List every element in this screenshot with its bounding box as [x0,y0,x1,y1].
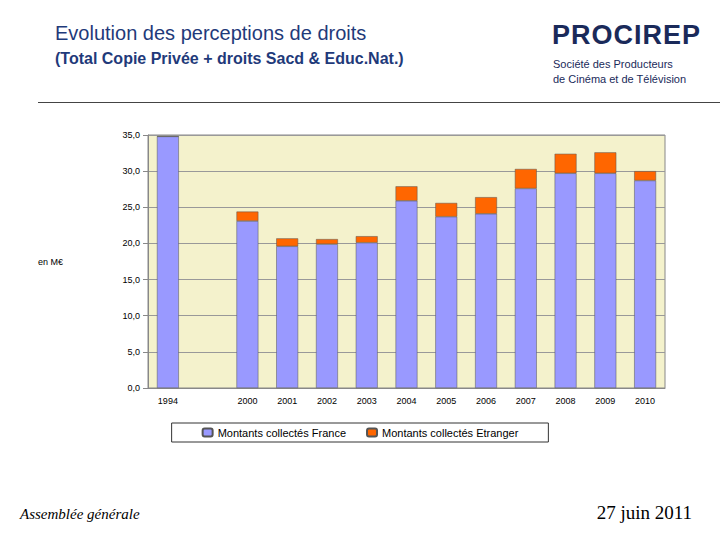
svg-text:20,0: 20,0 [122,238,140,248]
html-text:(Total Copie Privée + droits S: (Total Copie Privée + droits Sacd & Educ… [55,50,404,67]
svg-text:en M€: en M€ [38,257,63,267]
html-text:Assemblée générale: Assemblée générale [20,506,140,522]
html-text:PROCIREP: PROCIREP [552,20,701,50]
html-text:Société des Producteurs: Société des Producteurs [553,58,673,70]
svg-text:30,0: 30,0 [122,166,140,176]
svg-text:0,0: 0,0 [127,383,140,393]
svg-text:2005: 2005 [436,396,456,406]
svg-text:35,0: 35,0 [122,130,140,140]
svg-text:25,0: 25,0 [122,202,140,212]
svg-text:2008: 2008 [556,396,576,406]
svg-text:15,0: 15,0 [122,275,140,285]
svg-text:2003: 2003 [357,396,377,406]
svg-text:2006: 2006 [476,396,496,406]
svg-text:2004: 2004 [396,396,416,406]
html-text:Evolution des perceptions de d: Evolution des perceptions de droits [55,22,367,44]
svg-text:2009: 2009 [595,396,615,406]
svg-text:2007: 2007 [516,396,536,406]
svg-text:10,0: 10,0 [122,311,140,321]
html-text:de Cinéma et de Télévision: de Cinéma et de Télévision [553,73,687,85]
svg-text:1994: 1994 [158,396,178,406]
svg-text:2001: 2001 [277,396,297,406]
svg-text:Montants collectés France: Montants collectés France [218,427,346,439]
html-text:27 juin 2011: 27 juin 2011 [596,502,692,523]
svg-text:Montants collectés Etranger: Montants collectés Etranger [382,427,519,439]
svg-text:5,0: 5,0 [127,347,140,357]
svg-text:2000: 2000 [237,396,257,406]
svg-text:2010: 2010 [635,396,655,406]
svg-text:2002: 2002 [317,396,337,406]
